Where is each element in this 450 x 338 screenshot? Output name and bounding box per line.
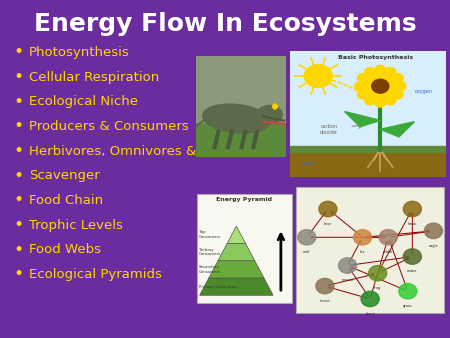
Circle shape (399, 284, 417, 299)
Text: carbon
dioxide: carbon dioxide (320, 124, 338, 135)
Text: Secondary
Consumers: Secondary Consumers (198, 265, 221, 274)
Circle shape (365, 74, 396, 99)
Circle shape (357, 90, 368, 99)
Text: •: • (14, 68, 24, 86)
Circle shape (395, 82, 406, 91)
Circle shape (365, 68, 376, 76)
Text: insect: insect (320, 299, 330, 303)
Circle shape (273, 104, 277, 109)
Text: snake: snake (407, 269, 418, 273)
Text: hawk: hawk (408, 222, 417, 226)
Text: frog: frog (374, 286, 381, 290)
Bar (196, 56, 286, 122)
Text: Trophic Levels: Trophic Levels (29, 219, 123, 232)
Circle shape (379, 230, 397, 245)
Circle shape (298, 230, 316, 245)
Circle shape (355, 82, 365, 91)
Text: Cellular Respiration: Cellular Respiration (29, 71, 159, 83)
Text: Ecological Pyramids: Ecological Pyramids (29, 268, 162, 281)
Circle shape (392, 74, 403, 82)
Circle shape (316, 279, 334, 294)
Circle shape (385, 68, 396, 76)
Circle shape (392, 90, 403, 99)
Polygon shape (209, 261, 264, 278)
Text: oxygen: oxygen (415, 89, 433, 94)
Text: fox: fox (360, 250, 365, 254)
Text: Energy Flow In Ecosystems: Energy Flow In Ecosystems (34, 12, 416, 36)
Bar (290, 149, 446, 177)
Circle shape (424, 223, 442, 239)
Circle shape (403, 249, 421, 264)
Text: Top
Consumers: Top Consumers (198, 231, 221, 239)
Bar (196, 122, 286, 157)
Text: Ecological Niche: Ecological Niche (29, 95, 138, 108)
Ellipse shape (257, 105, 282, 124)
Circle shape (304, 65, 332, 88)
Circle shape (372, 79, 389, 93)
Circle shape (361, 291, 379, 307)
Circle shape (357, 74, 368, 82)
Text: Producers & Consumers: Producers & Consumers (29, 120, 189, 133)
Circle shape (319, 201, 337, 217)
Text: Energy Pyramid: Energy Pyramid (216, 197, 272, 202)
Text: •: • (14, 117, 24, 136)
Text: Herbivores, Omnivores & Carnivores: Herbivores, Omnivores & Carnivores (29, 145, 272, 158)
Text: Photosynthesis: Photosynthesis (29, 46, 130, 59)
Polygon shape (380, 122, 414, 137)
Text: •: • (14, 167, 24, 185)
Text: bear: bear (324, 222, 332, 226)
Polygon shape (200, 278, 273, 295)
Circle shape (385, 96, 396, 105)
Text: •: • (14, 265, 24, 284)
Text: rabbit: rabbit (383, 250, 394, 254)
Circle shape (369, 266, 387, 281)
Text: grass: grass (403, 304, 413, 308)
Text: water: water (302, 161, 316, 166)
Text: wolf: wolf (303, 250, 310, 254)
Circle shape (365, 96, 376, 105)
Ellipse shape (202, 104, 270, 133)
Polygon shape (196, 119, 207, 127)
Circle shape (375, 65, 386, 74)
Polygon shape (218, 243, 255, 261)
Text: •: • (14, 216, 24, 234)
Text: Food Webs: Food Webs (29, 243, 101, 256)
Text: mouse: mouse (342, 279, 354, 282)
FancyBboxPatch shape (296, 187, 444, 313)
Text: plant: plant (365, 312, 375, 316)
Text: Scavenger: Scavenger (29, 169, 100, 182)
Bar (290, 146, 446, 152)
FancyBboxPatch shape (197, 194, 292, 303)
Text: Basic Photosynthesis: Basic Photosynthesis (338, 54, 413, 59)
Text: •: • (14, 43, 24, 62)
Text: Tertiary
Consumers: Tertiary Consumers (198, 248, 221, 256)
Polygon shape (227, 226, 246, 243)
Bar (290, 51, 446, 149)
Text: •: • (14, 191, 24, 210)
Text: eagle: eagle (429, 244, 438, 248)
Text: •: • (14, 93, 24, 111)
Polygon shape (345, 112, 380, 127)
Text: Primary Consumers: Primary Consumers (198, 285, 237, 289)
Circle shape (375, 98, 386, 107)
Text: Food Chain: Food Chain (29, 194, 104, 207)
Circle shape (403, 201, 421, 217)
Text: •: • (14, 241, 24, 259)
Circle shape (354, 230, 372, 245)
Text: •: • (14, 142, 24, 160)
Circle shape (338, 258, 356, 273)
